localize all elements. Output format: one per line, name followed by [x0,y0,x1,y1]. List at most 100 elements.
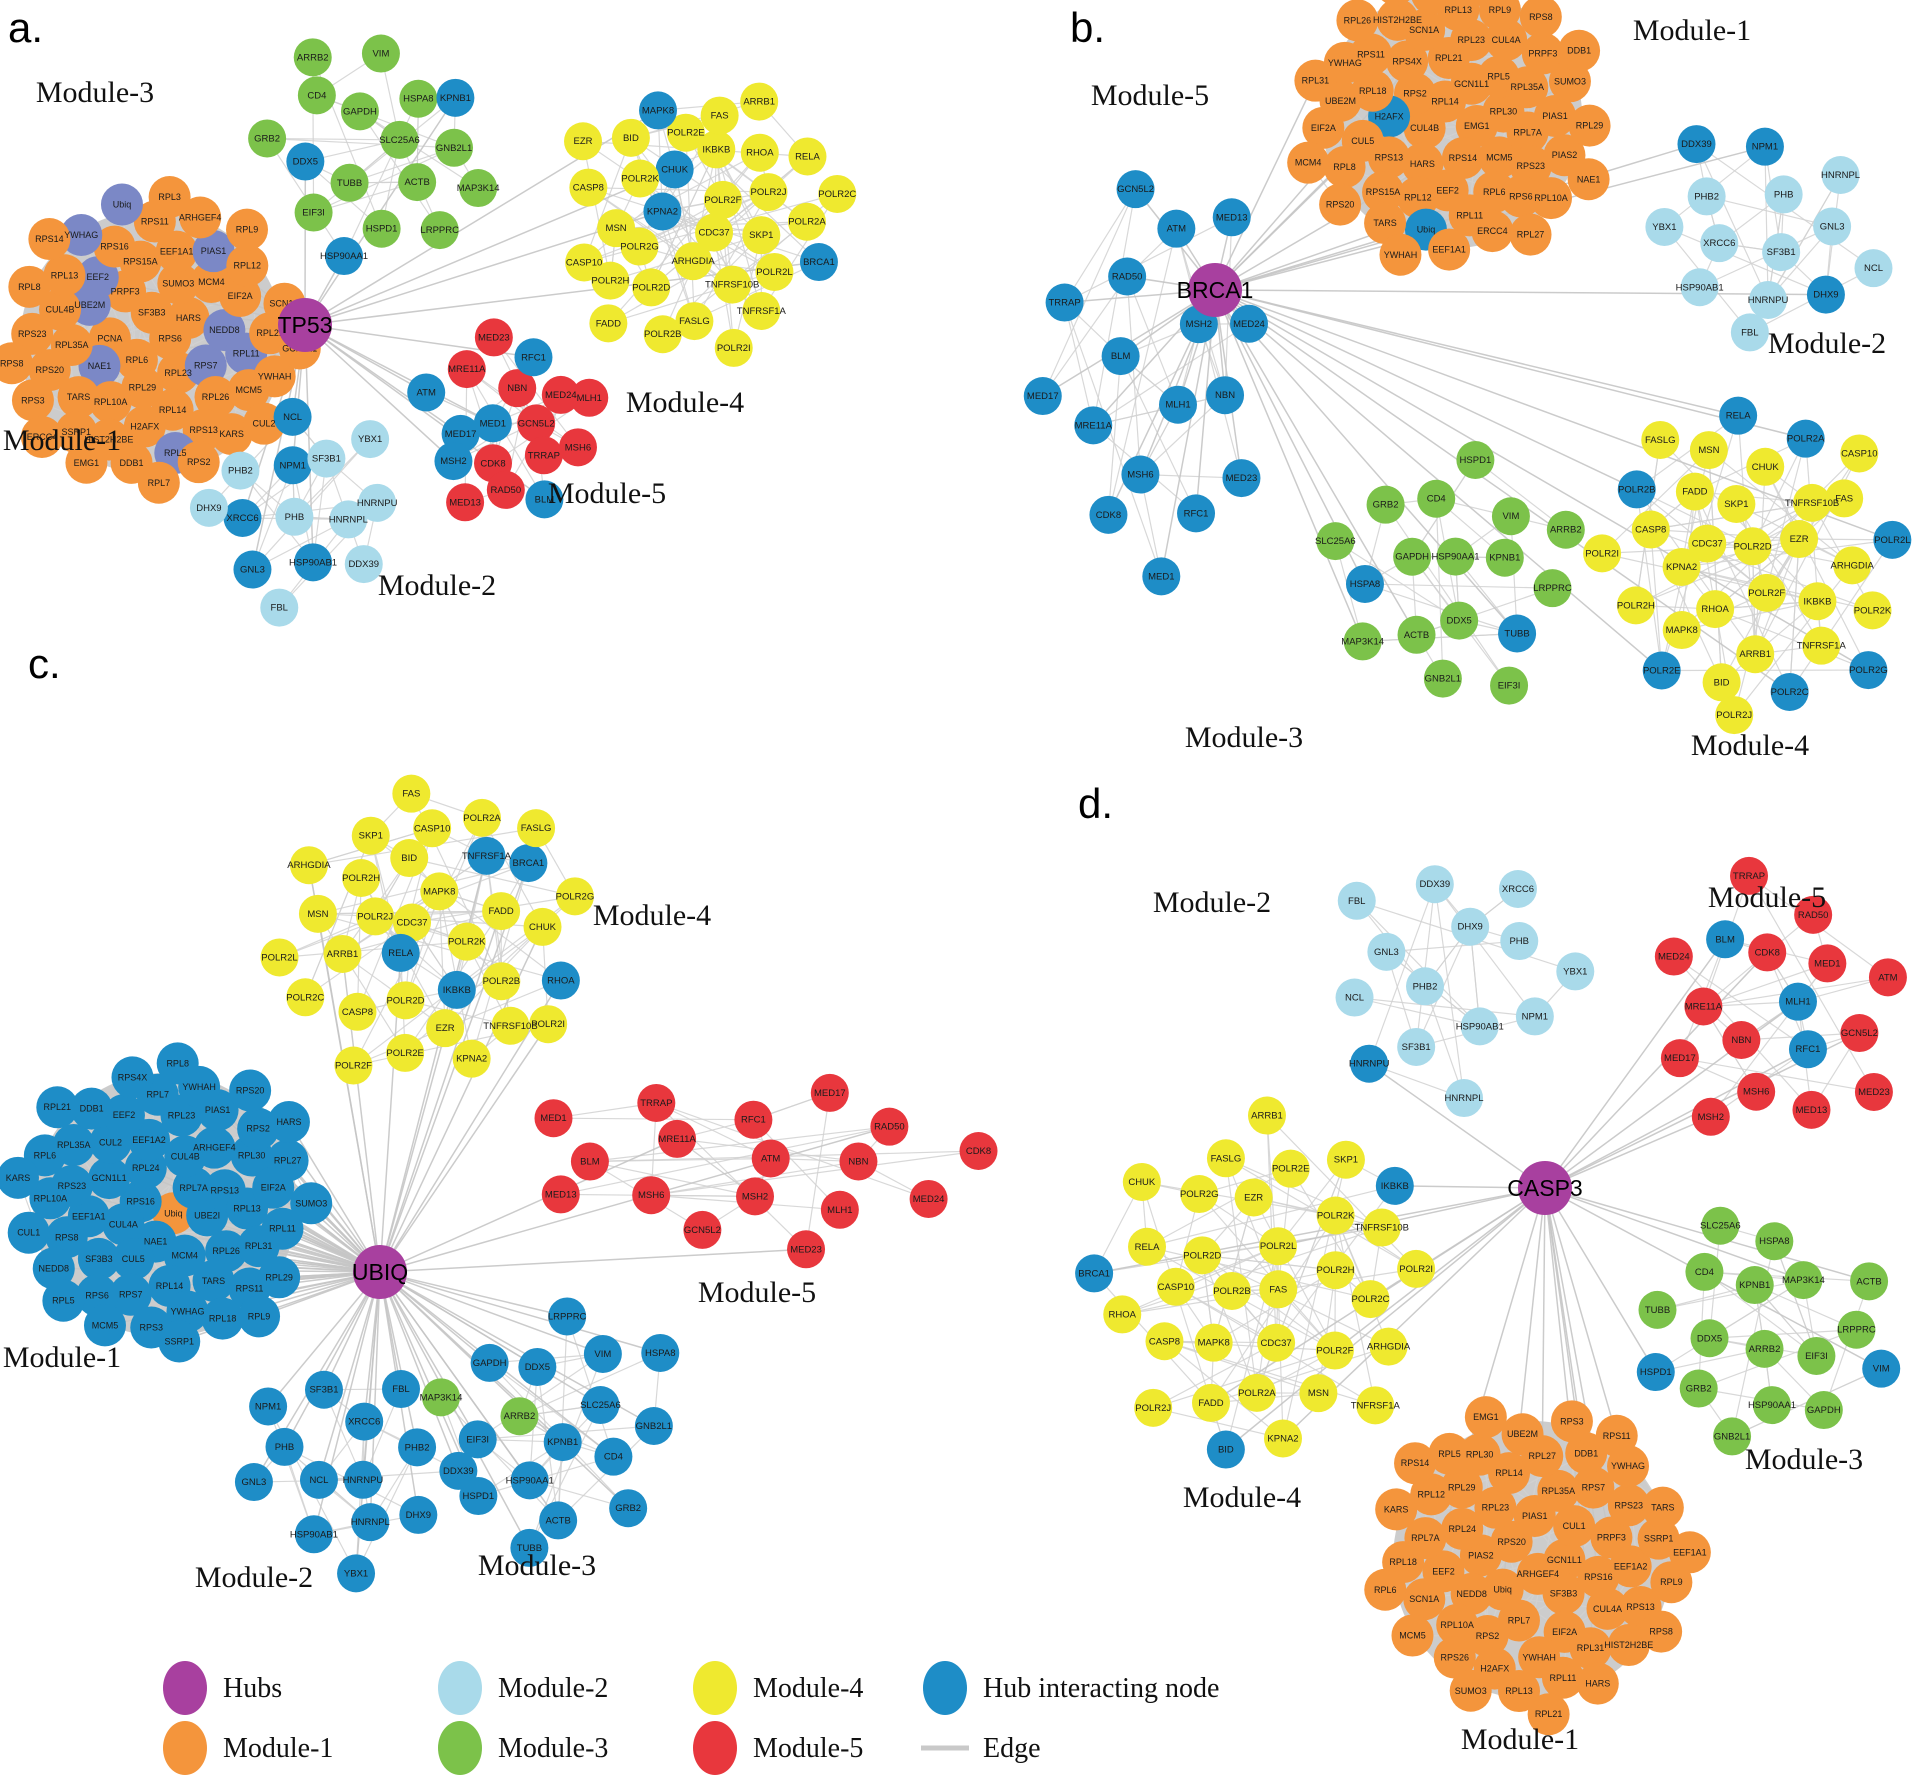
gene-node-CASP8 [338,992,377,1031]
gene-node-POLR2J [749,173,788,212]
gene-node-CUL4B [1403,107,1446,150]
gene-node-ARRB2 [1546,510,1585,549]
module-label-module-4: Module-4 [593,899,711,932]
gene-node-BRCA1 [1075,1254,1114,1293]
gene-node-MED13 [446,483,485,522]
gene-node-POLR2H [1616,586,1655,625]
gene-node-VIM [1491,497,1530,536]
gene-node-ACTB [539,1501,578,1540]
gene-node-CHUK [1122,1162,1161,1201]
gene-node-KPNB1 [436,78,475,117]
panel-d: PHB2DHX9HSP90AB1GNL3PHBSF3B1DDX39NPM1NCL… [1075,780,1907,1756]
gene-node-POLR2A [1237,1373,1276,1412]
gene-node-XRCC6 [1700,224,1739,263]
gene-node-TRRAP [1730,856,1769,895]
gene-node-RPL31 [1294,59,1337,102]
gene-node-PHB2 [1406,967,1445,1006]
gene-node-MAP3K14 [1343,622,1382,661]
panel-text: Module-5 Module-1 Module-2 Module-3 Module-4… [1070,4,1886,762]
module-label-module-3: Module-3 [1745,1443,1863,1476]
hub-node-BRCA1 [1188,263,1242,317]
gene-node-SF3B1 [1397,1027,1436,1066]
panel-text: Module-3 Module-4 Module-1 Module-2 Module-5… [3,4,744,602]
gene-node-RPL8 [1323,146,1366,189]
gene-node-Ubiq [1481,1568,1524,1611]
gene-node-ARRB2 [1745,1329,1784,1368]
gene-node-POLR2D [1733,527,1772,566]
gene-node-EEF1A2 [1609,1545,1652,1588]
gene-node-FAS [700,96,739,135]
gene-node-SUMO3 [290,1182,333,1225]
gene-node-MAPK8 [639,91,678,130]
gene-node-RHOA [1103,1295,1142,1334]
gene-node-XRCC6 [345,1402,384,1441]
gene-node-EZR [564,122,603,161]
gene-node-DDX5 [518,1347,557,1386]
gene-node-POLR2I [529,1005,568,1044]
gene-node-YBX1 [1556,952,1595,991]
gene-node-GAPDH [1393,537,1432,576]
gene-node-CASP8 [569,168,608,207]
hub-node-UBIQ [353,1245,407,1299]
gene-node-GNB2L1 [1713,1417,1752,1456]
gene-node-TARS [1641,1486,1684,1529]
gene-node-ARRB2 [293,38,332,77]
gene-node-MSH6 [1737,1072,1776,1111]
gene-node-GNB2L1 [634,1406,673,1445]
gene-node-BRCA1 [509,844,548,883]
gene-node-RPL5 [1428,1432,1471,1475]
gene-node-MED1 [473,404,512,443]
gene-node-DDB1 [1558,29,1601,72]
gene-node-RPL9 [226,208,269,251]
gene-node-TUBB [510,1528,549,1567]
hub-node-CASP3 [1518,1161,1572,1215]
gene-node-HSPA8 [641,1333,680,1372]
gene-node-DDX39 [344,545,383,584]
gene-node-RPL18 [1351,69,1394,112]
gene-node-CUL1 [1553,1505,1596,1548]
gene-node-GNL3 [1813,207,1852,246]
gene-node-RPL12 [1410,1473,1453,1516]
gene-node-PHB2 [398,1428,437,1467]
gene-node-POLR2K [1853,591,1892,630]
gene-node-HNRNPU [358,483,397,522]
legend-marker-module-3 [438,1721,482,1775]
gene-node-SSRP1 [1637,1517,1680,1560]
gene-node-CD4 [1685,1252,1724,1291]
gene-node-POLR2D [1183,1236,1222,1275]
module-label-module-5: Module-5 [1091,79,1209,112]
gene-node-RPS8 [0,342,33,385]
gene-node-CUL4A [102,1203,145,1246]
gene-node-IKBKB [1375,1166,1414,1205]
gene-node-ERCC4 [20,415,63,458]
gene-node-SSRP1 [158,1320,201,1363]
gene-node-MCM4 [1287,141,1330,184]
hub-label-BRCA1: BRCA1 [1177,277,1254,303]
nodes [1023,0,1912,735]
gene-node-GCN5L2 [1840,1014,1879,1053]
gene-node-MED24 [909,1179,948,1218]
gene-node-DHX9 [399,1495,438,1534]
gene-node-MED1 [534,1099,573,1138]
gene-node-CDK8 [959,1131,998,1170]
gene-node-POLR2F [1315,1331,1354,1370]
gene-node-POLR2L [1259,1227,1298,1266]
gene-node-GCN1L1 [88,1157,131,1200]
gene-node-RPL29 [258,1256,301,1299]
gene-node-MLH1 [570,378,609,417]
gene-node-POLR2F [334,1046,373,1085]
gene-node-TUBB [1638,1290,1677,1329]
gene-node-CDC37 [393,903,432,942]
gene-node-CDC37 [695,213,734,252]
panel-text: Module-4 Module-5 Module-1 Module-2 Module-3… [3,640,816,1594]
gene-node-TNFRSF1A [1802,626,1841,665]
gene-node-RPS26 [1433,1636,1476,1679]
gene-node-HNRNPL [351,1503,390,1542]
gene-node-RPL13 [43,254,86,297]
gene-node-POLR2H [1316,1251,1355,1290]
gene-node-RELA [1128,1227,1167,1266]
gene-node-NBN [1722,1021,1761,1060]
gene-node-MED23 [474,318,513,357]
gene-node-RPL29 [121,366,164,409]
gene-node-HIST2H2BE [1607,1624,1650,1667]
